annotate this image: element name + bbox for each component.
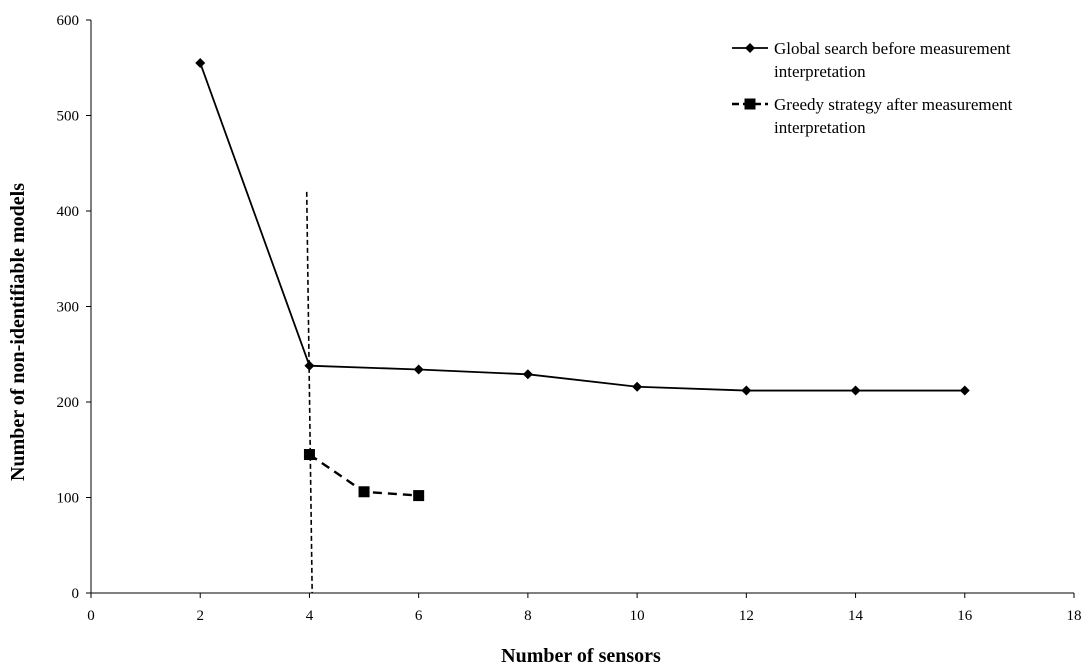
legend-item-2: Greedy strategy after measurement interpr… xyxy=(732,95,1013,137)
x-tick-label: 16 xyxy=(957,608,973,624)
series-1-point xyxy=(741,385,752,396)
y-tick-label: 0 xyxy=(72,586,80,602)
legend-item-1: Global search before measurement interpre… xyxy=(732,39,1011,81)
x-tick-label: 0 xyxy=(87,608,95,624)
series-1-point xyxy=(850,385,861,396)
y-tick-label: 600 xyxy=(57,13,80,29)
series-2-point xyxy=(303,449,315,461)
x-tick-label: 4 xyxy=(306,608,314,624)
series-1-line xyxy=(199,62,965,392)
series-1-point xyxy=(632,381,643,392)
x-tick-label: 6 xyxy=(415,608,423,624)
series-2 xyxy=(303,449,425,502)
vertical-reference-line xyxy=(305,191,313,594)
x-axis-title: Number of sensors xyxy=(501,645,661,667)
x-tick-label: 8 xyxy=(524,608,532,624)
series-1 xyxy=(195,57,970,396)
legend-marker-2 xyxy=(744,98,756,110)
series-2-point xyxy=(413,490,425,502)
series-1-point xyxy=(413,364,424,375)
y-tick-label: 100 xyxy=(57,491,80,507)
series-layer xyxy=(195,57,970,502)
y-axis-ticks: 0 100 200 300 400 500 600 xyxy=(57,13,91,602)
series-1-point xyxy=(304,360,315,371)
series-1-point xyxy=(959,385,970,396)
x-tick-label: 12 xyxy=(739,608,754,624)
x-axis-ticks: 0 2 4 6 8 10 12 14 16 18 xyxy=(87,593,1082,624)
series-1-point xyxy=(195,57,206,68)
series-1-point xyxy=(522,369,533,380)
legend: Global search before measurement interpre… xyxy=(732,39,1013,137)
x-tick-label: 14 xyxy=(848,608,864,624)
x-tick-label: 18 xyxy=(1067,608,1082,624)
series-2-point xyxy=(358,486,370,498)
legend-label: interpretation xyxy=(774,62,866,81)
legend-label: Global search before measurement xyxy=(774,39,1011,58)
x-tick-label: 2 xyxy=(196,608,204,624)
legend-label: Greedy strategy after measurement xyxy=(774,95,1013,114)
legend-marker-1 xyxy=(745,43,755,53)
y-tick-label: 300 xyxy=(57,300,80,316)
y-tick-label: 200 xyxy=(57,395,80,411)
legend-label: interpretation xyxy=(774,118,866,137)
x-tick-label: 10 xyxy=(630,608,645,624)
y-axis-title: Number of non-identifiable models xyxy=(7,183,29,481)
y-tick-label: 500 xyxy=(57,109,80,125)
y-tick-label: 400 xyxy=(57,204,80,220)
